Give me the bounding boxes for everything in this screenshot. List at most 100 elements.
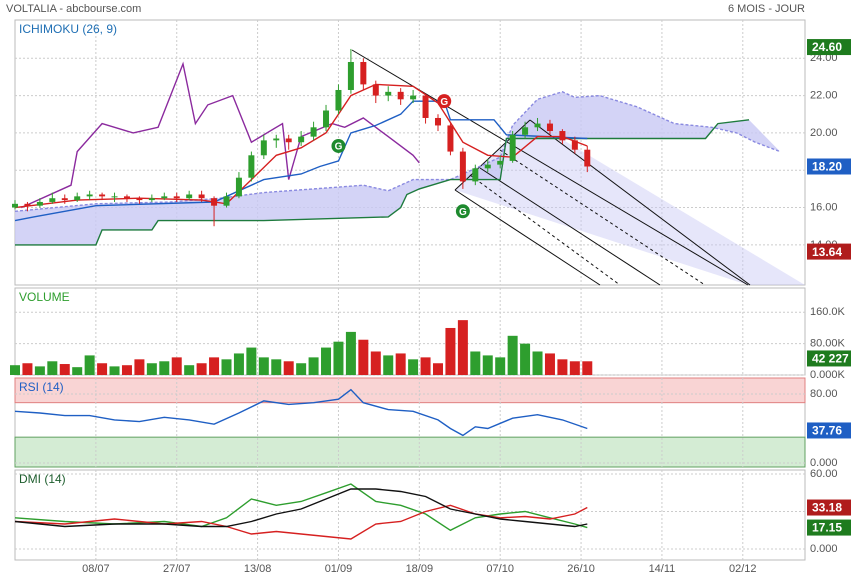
series-line bbox=[14, 488, 588, 528]
signal-marker bbox=[331, 138, 346, 153]
y-tick-label: 80.00 bbox=[810, 388, 838, 400]
volume-bar bbox=[47, 361, 58, 375]
volume-bar bbox=[520, 343, 531, 375]
candle-body bbox=[148, 198, 155, 201]
candle-body bbox=[273, 138, 280, 141]
volume-bar bbox=[121, 365, 132, 375]
candle-body bbox=[285, 138, 292, 143]
panel-title: RSI (14) bbox=[19, 380, 64, 394]
chart-subtitle: 6 MOIS - JOUR bbox=[728, 3, 805, 15]
candle-body bbox=[161, 196, 168, 199]
volume-bar bbox=[233, 353, 244, 375]
x-tick-label: 02/12 bbox=[729, 563, 757, 575]
panel: 0.000K 80.00K 160.0K VOLUME 42 227 bbox=[10, 287, 851, 381]
candle-body bbox=[509, 134, 516, 161]
candle-body bbox=[86, 194, 93, 197]
signal-marker bbox=[437, 94, 452, 109]
candle-body bbox=[186, 194, 193, 199]
candle-body bbox=[546, 123, 553, 132]
candle-body bbox=[49, 198, 56, 202]
x-tick-label: 13/08 bbox=[244, 563, 272, 575]
value-tag-label: 42 227 bbox=[812, 352, 849, 366]
volume-bar bbox=[383, 355, 394, 375]
y-tick-label: 20.00 bbox=[810, 127, 838, 139]
candle-body bbox=[223, 196, 230, 206]
x-tick-label: 01/09 bbox=[325, 563, 353, 575]
candle-body bbox=[410, 95, 417, 100]
candle-body bbox=[74, 196, 81, 201]
volume-bar bbox=[34, 366, 45, 375]
chart-title: VOLTALIA - abcbourse.com bbox=[6, 3, 141, 15]
volume-bar bbox=[22, 363, 33, 375]
plot-area bbox=[14, 469, 806, 561]
volume-bar bbox=[97, 363, 108, 375]
candle-body bbox=[447, 125, 454, 152]
x-tick-label: 07/10 bbox=[486, 563, 514, 575]
volume-bar bbox=[420, 357, 431, 375]
candle-body bbox=[422, 95, 429, 118]
trend-line bbox=[469, 174, 621, 286]
candle-body bbox=[323, 110, 330, 128]
y-tick-label: 22.00 bbox=[810, 89, 838, 101]
y-tick-label: 160.0K bbox=[810, 306, 846, 318]
series-line bbox=[15, 119, 750, 246]
trend-line bbox=[454, 189, 601, 286]
volume-bar bbox=[246, 347, 257, 375]
series-line bbox=[14, 388, 588, 437]
panel-title: VOLUME bbox=[19, 290, 70, 304]
volume-bar bbox=[345, 331, 356, 375]
x-tick-label: 14/11 bbox=[649, 563, 676, 575]
volume-bar bbox=[196, 363, 207, 375]
y-tick-label: 80.00K bbox=[810, 338, 846, 350]
volume-bar bbox=[72, 367, 83, 375]
y-tick-label: 0.000 bbox=[810, 543, 838, 555]
candle-body bbox=[198, 194, 205, 199]
volume-bar bbox=[258, 357, 269, 375]
volume-bar bbox=[557, 359, 568, 375]
candle-body bbox=[397, 91, 404, 100]
trend-line bbox=[499, 149, 706, 286]
volume-bar bbox=[333, 341, 344, 375]
volume-bar bbox=[507, 335, 518, 375]
oversold-zone bbox=[14, 436, 806, 468]
candle-body bbox=[335, 89, 342, 111]
value-tag bbox=[807, 350, 851, 367]
volume-bar bbox=[283, 361, 294, 375]
x-tick-label: 18/09 bbox=[406, 563, 434, 575]
volume-bar bbox=[569, 361, 580, 375]
volume-bar bbox=[321, 347, 332, 375]
volume-bar bbox=[84, 355, 95, 375]
signal-label: G bbox=[459, 207, 467, 218]
candle-body bbox=[497, 160, 504, 165]
volume-bar bbox=[296, 363, 307, 375]
candle-body bbox=[298, 136, 305, 143]
volume-bar bbox=[159, 361, 170, 375]
value-tag-label: 18.20 bbox=[812, 160, 842, 174]
series-line bbox=[20, 61, 420, 209]
candle-body bbox=[310, 127, 317, 137]
volume-bar bbox=[370, 351, 381, 375]
volume-bar bbox=[445, 327, 456, 375]
volume-bar bbox=[209, 357, 220, 375]
volume-bar bbox=[470, 351, 481, 375]
trend-line bbox=[529, 119, 751, 286]
volume-bar bbox=[482, 355, 493, 375]
value-tag bbox=[807, 243, 851, 260]
channel-fill bbox=[455, 120, 805, 285]
value-tag bbox=[807, 499, 851, 516]
candle-body bbox=[571, 140, 578, 150]
candle-body bbox=[472, 168, 479, 182]
volume-bar bbox=[109, 366, 120, 375]
y-tick-label: 24.00 bbox=[810, 52, 838, 64]
volume-bar bbox=[146, 363, 157, 375]
signal-marker bbox=[455, 204, 470, 219]
volume-bar bbox=[59, 364, 70, 375]
y-tick-label: 16.00 bbox=[810, 201, 838, 213]
candle-body bbox=[459, 151, 466, 182]
volume-bar bbox=[582, 361, 593, 375]
volume-bar bbox=[408, 359, 419, 375]
candle-body bbox=[347, 61, 354, 90]
candle-body bbox=[111, 196, 118, 198]
